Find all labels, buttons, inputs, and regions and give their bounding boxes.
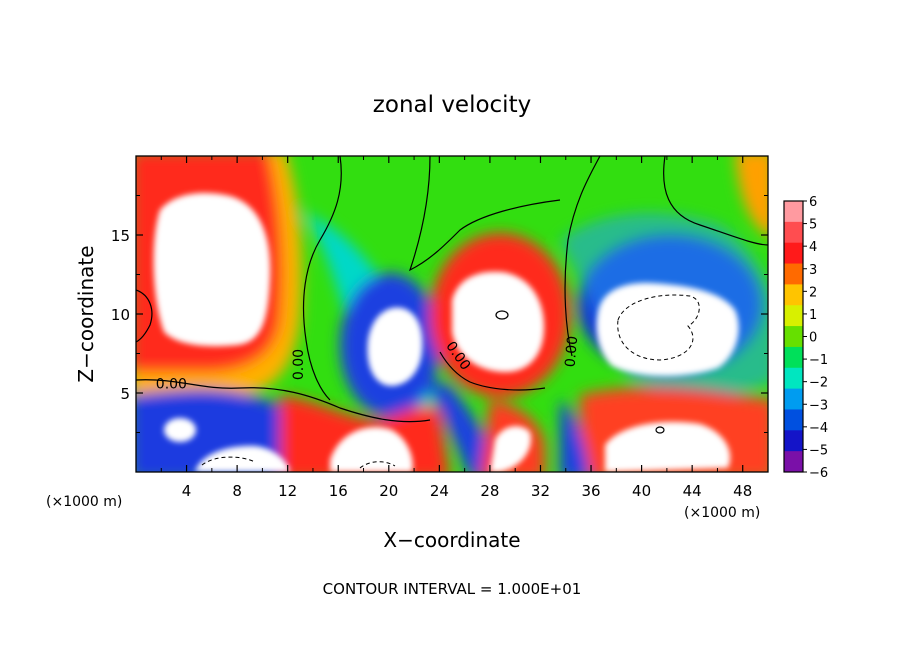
- x-unit-left: (×1000 m): [46, 494, 122, 510]
- x-tick-label: 8: [232, 482, 242, 500]
- x-tick-label: 16: [329, 482, 348, 500]
- colorbar-swatch: [784, 451, 803, 473]
- colorbar-swatch: [784, 346, 803, 369]
- colorbar-swatch: [784, 409, 803, 431]
- x-tick-label: 12: [278, 482, 297, 500]
- contour-label: 0.00: [291, 349, 307, 380]
- colorbar-label: 5: [809, 218, 817, 233]
- x-tick-label: 28: [480, 482, 499, 500]
- x-tick-label: 24: [430, 482, 449, 500]
- x-unit-right: (×1000 m): [684, 505, 760, 521]
- x-axis-label: X−coordinate: [383, 528, 520, 552]
- y-tick-label: 15: [111, 227, 130, 245]
- colorbar-swatch: [784, 305, 803, 327]
- colorbar-label: 3: [809, 263, 817, 278]
- colorbar-swatch: [784, 388, 803, 410]
- contour-label: 0.00: [156, 376, 187, 392]
- x-tick-label: 36: [581, 482, 600, 500]
- x-tick-label: 32: [531, 482, 550, 500]
- x-tick-label: 20: [379, 482, 398, 500]
- colorbar-swatch: [784, 326, 803, 348]
- colorbar-label: −5: [809, 443, 828, 458]
- colorbar-label: 1: [809, 308, 817, 323]
- x-tick-label: 40: [632, 482, 651, 500]
- colorbar-swatch: [784, 430, 803, 452]
- colorbar-swatch: [784, 263, 803, 285]
- contour-label: 0.00: [563, 335, 582, 367]
- colorbar-label: −4: [809, 421, 828, 436]
- colorbar-label: 6: [809, 195, 817, 210]
- x-axis: 4 8 12 16 20 24 28 32 36 40 44 48: [160, 156, 752, 500]
- contour-interval-footer: CONTOUR INTERVAL = 1.000E+01: [323, 580, 582, 598]
- colorbar: 6 5 4 3 2 1 0 −1 −2 −3 −4 −5 −6: [783, 195, 828, 481]
- colorbar-label: −3: [809, 398, 828, 413]
- y-tick-label: 10: [111, 306, 130, 324]
- y-tick-label: 5: [120, 385, 130, 403]
- colorbar-swatch: [784, 367, 803, 390]
- colorbar-label: 0: [809, 331, 817, 346]
- colorbar-label: −1: [809, 353, 828, 368]
- colorbar-swatch: [784, 201, 803, 223]
- colorbar-label: 4: [809, 240, 817, 255]
- chart-title: zonal velocity: [373, 92, 531, 118]
- heatmap-field: [136, 156, 768, 472]
- colorbar-swatch: [784, 284, 803, 306]
- y-axis: 5 10 15: [111, 195, 768, 433]
- colorbar-label: −6: [809, 466, 828, 481]
- colorbar-swatch: [784, 242, 803, 265]
- x-tick-label: 48: [733, 482, 752, 500]
- y-axis-label: Z−coordinate: [74, 245, 98, 382]
- x-tick-label: 44: [683, 482, 702, 500]
- colorbar-label: −2: [809, 376, 828, 391]
- colorbar-swatch: [784, 221, 803, 244]
- x-tick-label: 4: [182, 482, 192, 500]
- colorbar-label: 2: [809, 285, 817, 300]
